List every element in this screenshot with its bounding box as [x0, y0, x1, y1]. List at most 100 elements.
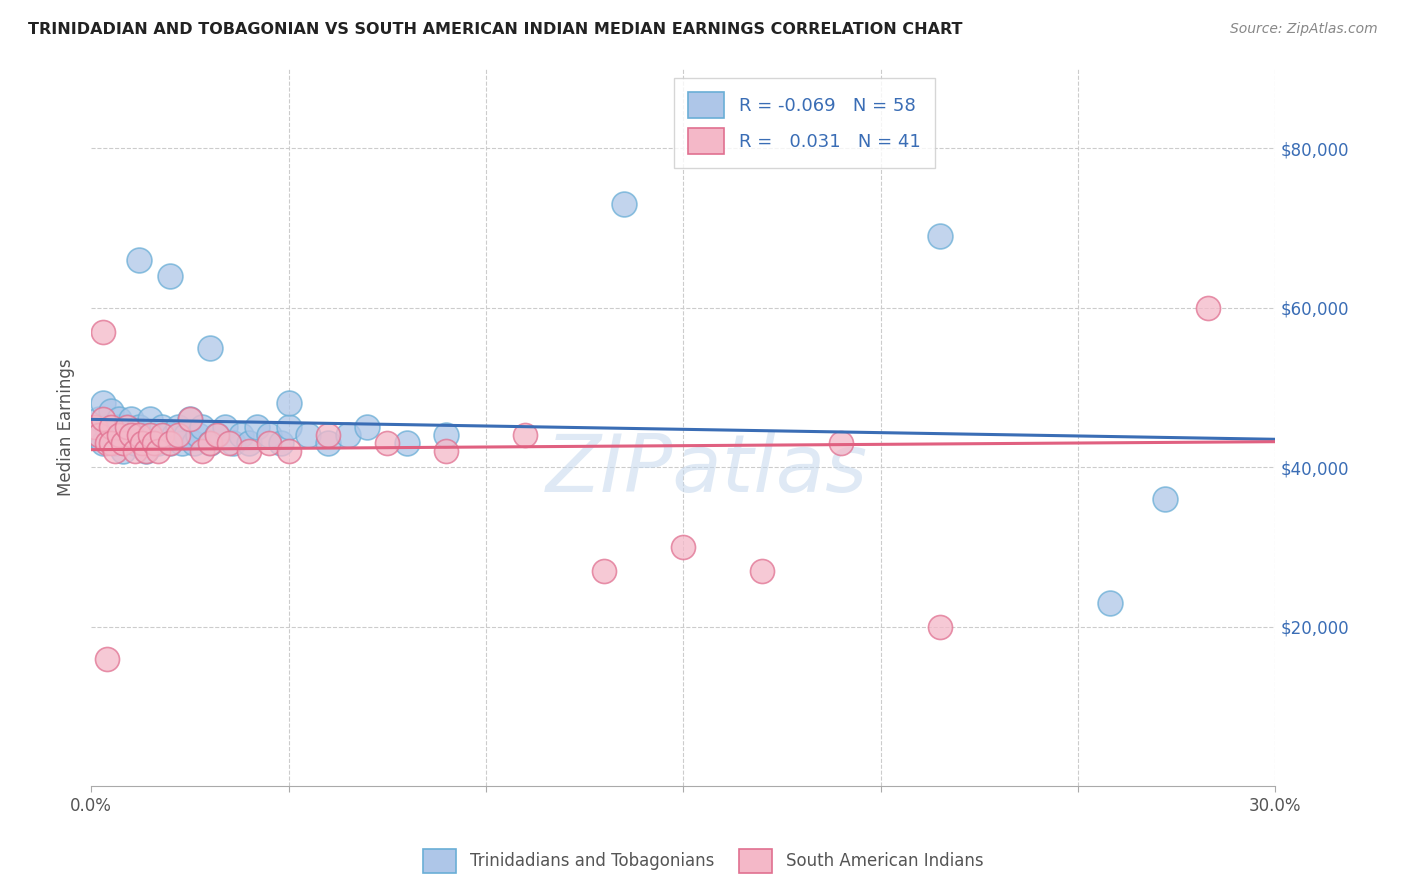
- Point: [143, 436, 166, 450]
- Point: [190, 444, 212, 458]
- Point: [128, 420, 150, 434]
- Point: [928, 620, 950, 634]
- Text: TRINIDADIAN AND TOBAGONIAN VS SOUTH AMERICAN INDIAN MEDIAN EARNINGS CORRELATION : TRINIDADIAN AND TOBAGONIAN VS SOUTH AMER…: [28, 22, 963, 37]
- Y-axis label: Median Earnings: Median Earnings: [58, 359, 75, 496]
- Point: [135, 444, 157, 458]
- Point: [316, 428, 339, 442]
- Point: [167, 428, 190, 442]
- Point: [96, 420, 118, 434]
- Point: [91, 412, 114, 426]
- Point: [257, 428, 280, 442]
- Legend: R = -0.069   N = 58, R =   0.031   N = 41: R = -0.069 N = 58, R = 0.031 N = 41: [673, 78, 935, 169]
- Point: [87, 412, 110, 426]
- Point: [198, 436, 221, 450]
- Point: [159, 268, 181, 283]
- Point: [111, 444, 134, 458]
- Point: [1098, 596, 1121, 610]
- Point: [100, 420, 122, 434]
- Point: [593, 564, 616, 578]
- Point: [107, 420, 129, 434]
- Point: [124, 444, 146, 458]
- Point: [198, 436, 221, 450]
- Point: [139, 428, 162, 442]
- Point: [246, 420, 269, 434]
- Text: Source: ZipAtlas.com: Source: ZipAtlas.com: [1230, 22, 1378, 37]
- Text: ZIPatlas: ZIPatlas: [546, 432, 868, 509]
- Point: [257, 436, 280, 450]
- Point: [159, 436, 181, 450]
- Point: [128, 252, 150, 267]
- Point: [139, 412, 162, 426]
- Point: [297, 428, 319, 442]
- Point: [316, 436, 339, 450]
- Point: [148, 436, 170, 450]
- Point: [277, 444, 299, 458]
- Point: [104, 436, 127, 450]
- Point: [179, 412, 201, 426]
- Point: [277, 420, 299, 434]
- Point: [107, 428, 129, 442]
- Point: [150, 428, 173, 442]
- Point: [207, 428, 229, 442]
- Point: [751, 564, 773, 578]
- Point: [135, 444, 157, 458]
- Point: [124, 436, 146, 450]
- Point: [131, 428, 153, 442]
- Point: [87, 428, 110, 442]
- Point: [84, 428, 107, 442]
- Point: [111, 436, 134, 450]
- Point: [277, 396, 299, 410]
- Point: [231, 428, 253, 442]
- Point: [143, 428, 166, 442]
- Point: [96, 651, 118, 665]
- Point: [115, 420, 138, 434]
- Point: [170, 436, 193, 450]
- Point: [436, 444, 458, 458]
- Point: [375, 436, 398, 450]
- Point: [111, 428, 134, 442]
- Point: [198, 341, 221, 355]
- Point: [91, 396, 114, 410]
- Point: [115, 420, 138, 434]
- Point: [120, 412, 142, 426]
- Point: [928, 229, 950, 244]
- Point: [238, 436, 260, 450]
- Point: [207, 428, 229, 442]
- Point: [190, 420, 212, 434]
- Point: [128, 428, 150, 442]
- Point: [155, 428, 177, 442]
- Point: [120, 428, 142, 442]
- Point: [100, 428, 122, 442]
- Point: [270, 436, 292, 450]
- Point: [214, 420, 236, 434]
- Point: [174, 428, 197, 442]
- Point: [183, 436, 205, 450]
- Point: [107, 412, 129, 426]
- Point: [672, 540, 695, 554]
- Point: [120, 428, 142, 442]
- Point: [167, 420, 190, 434]
- Point: [131, 436, 153, 450]
- Point: [100, 404, 122, 418]
- Point: [238, 444, 260, 458]
- Point: [395, 436, 418, 450]
- Point: [139, 428, 162, 442]
- Point: [436, 428, 458, 442]
- Point: [218, 436, 240, 450]
- Point: [179, 412, 201, 426]
- Point: [84, 420, 107, 434]
- Point: [356, 420, 378, 434]
- Point: [336, 428, 359, 442]
- Point: [91, 325, 114, 339]
- Point: [100, 436, 122, 450]
- Point: [1153, 492, 1175, 507]
- Point: [91, 436, 114, 450]
- Point: [104, 444, 127, 458]
- Point: [222, 436, 245, 450]
- Point: [613, 197, 636, 211]
- Point: [187, 428, 209, 442]
- Point: [163, 428, 186, 442]
- Point: [830, 436, 852, 450]
- Legend: Trinidadians and Tobagonians, South American Indians: Trinidadians and Tobagonians, South Amer…: [416, 842, 990, 880]
- Point: [1197, 301, 1219, 315]
